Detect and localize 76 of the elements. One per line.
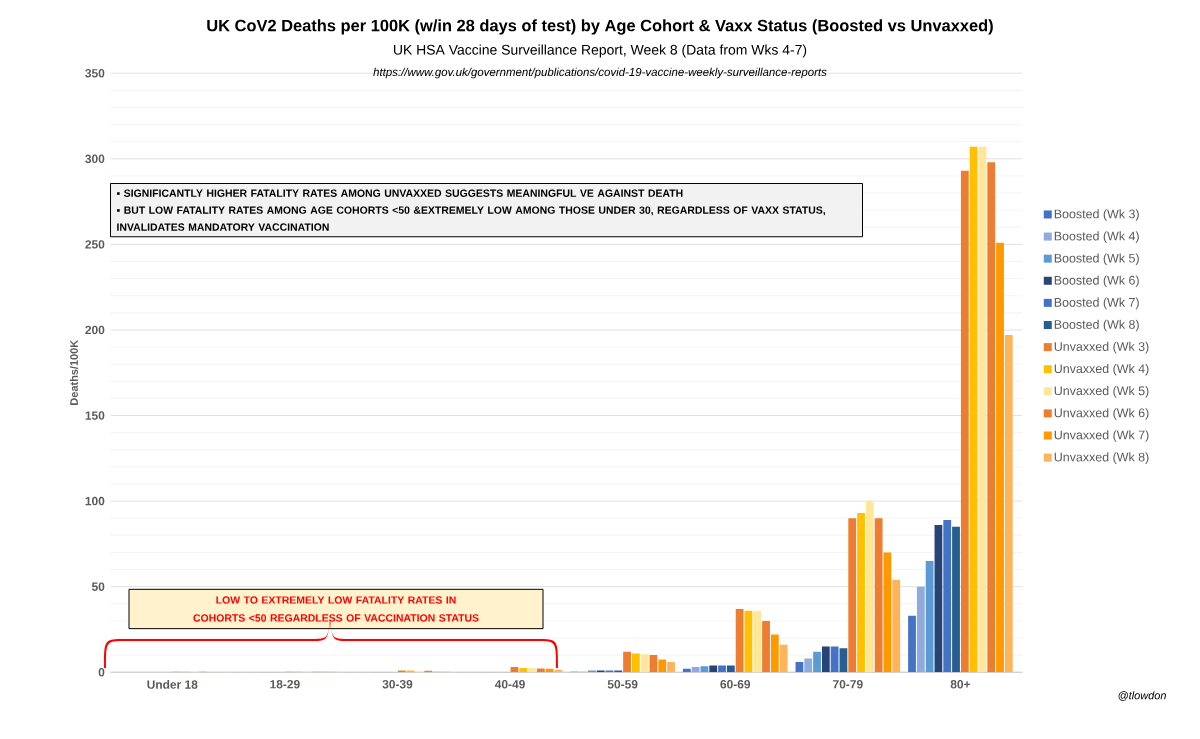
y-tick-label: 200 <box>85 325 105 335</box>
bar <box>536 668 545 673</box>
y-tick-label: 250 <box>85 240 105 249</box>
y-tick-label: 100 <box>85 496 105 506</box>
x-tick-label: 40-49 <box>494 680 525 689</box>
bar <box>952 526 960 673</box>
bar <box>726 665 735 673</box>
x-tick-label: Under 18 <box>147 680 198 689</box>
bar <box>528 667 536 673</box>
legend-label: Boosted (Wk 8) <box>1054 319 1139 332</box>
bar <box>804 658 813 673</box>
bar <box>718 665 726 673</box>
annotation: https://www.gov.uk/government/publications/covid-19-vaccine-weekly-surveillance-reports <box>373 67 827 79</box>
annotation: LOW TO EXTREMELY LOW FATALITY RATES IN COHORTS <50 REGARDLESS OF VACCINATION STATUS <box>193 596 479 622</box>
y-tick-label: 150 <box>85 411 105 420</box>
legend-label: Unvaxxed (Wk 6) <box>1054 408 1149 420</box>
bar <box>735 608 744 673</box>
text: @tlowdon <box>1118 691 1166 701</box>
legend-label: Unvaxxed (Wk 5) <box>1054 386 1149 398</box>
x-tick-label: 80+ <box>950 680 971 689</box>
bar <box>943 519 952 673</box>
bar <box>916 586 925 673</box>
bar <box>762 620 770 673</box>
bar <box>839 648 848 673</box>
bar <box>667 661 675 673</box>
bar <box>753 610 762 673</box>
bar <box>996 242 1004 673</box>
y-tick-label: 300 <box>85 154 105 164</box>
bar <box>519 667 528 673</box>
bar <box>830 646 839 673</box>
legend-label: Boosted (Wk 4) <box>1054 231 1139 243</box>
x-tick-label: 60-69 <box>720 680 751 689</box>
bar <box>770 634 779 673</box>
legend-label: Boosted (Wk 3) <box>1054 209 1139 221</box>
y-tick-label: 0 <box>98 668 105 677</box>
x-tick-label: 70-79 <box>833 680 863 689</box>
bar <box>658 659 667 673</box>
bar <box>857 513 865 673</box>
x-tick-label: 50-59 <box>607 680 638 689</box>
legend-label: Boosted (Wk 7) <box>1054 297 1139 310</box>
chart-title: UK CoV2 Deaths per 100K (w/in 28 days of test) by Age Cohort & Vaxx Status (Boosted vs Unvaxxed) <box>207 19 993 35</box>
y-tick-label: 350 <box>85 69 105 78</box>
bar <box>892 579 901 673</box>
bar <box>813 651 821 673</box>
legend-label: Unvaxxed (Wk 8) <box>1054 452 1149 464</box>
legend-label: Boosted (Wk 5) <box>1054 253 1139 266</box>
bar <box>978 146 987 673</box>
chart-subtitle: UK HSA Vaccine Surveillance Report, Week 8 (Data from Wks 4-7) <box>393 44 807 58</box>
bar <box>1004 335 1013 673</box>
annotation: ▪ BUT LOW FATALITY RATES AMONG AGE COHORTS <50 &EXTREMELY LOW AMONG THOSE UNDER 30, REGARDLESS OF VAXX STATUS, INVALIDATES MANDATORY VACCINATION <box>117 206 825 231</box>
legend-label: Boosted (Wk 6) <box>1054 275 1139 288</box>
x-tick-label: 18-29 <box>270 680 300 689</box>
bar <box>934 525 943 673</box>
bar <box>779 644 788 673</box>
bar <box>908 615 916 673</box>
bar <box>640 654 649 673</box>
bar <box>848 518 857 673</box>
bar <box>865 501 874 673</box>
x-tick-label: 30-39 <box>382 680 413 689</box>
y-tick-label: 50 <box>91 582 105 591</box>
bar <box>623 651 631 673</box>
annotation: ▪ SIGNIFICANTLY HIGHER FATALITY RATES AMONG UNVAXXED SUGGESTS MEANINGFUL VE AGAINST DEATH <box>117 189 683 197</box>
bar <box>691 667 700 673</box>
bar <box>821 646 830 673</box>
bar <box>987 162 996 673</box>
bar <box>631 653 640 673</box>
legend-label: Unvaxxed (Wk 4) <box>1054 363 1149 376</box>
bar <box>709 665 718 673</box>
bar <box>874 518 883 673</box>
legend-label: Unvaxxed (Wk 3) <box>1054 341 1149 354</box>
bar <box>960 170 969 673</box>
y-axis-title: Deaths/100K <box>69 339 79 405</box>
bar <box>883 552 892 673</box>
bar <box>925 561 934 673</box>
legend-label: Unvaxxed (Wk 7) <box>1054 430 1149 442</box>
bar <box>969 146 978 673</box>
